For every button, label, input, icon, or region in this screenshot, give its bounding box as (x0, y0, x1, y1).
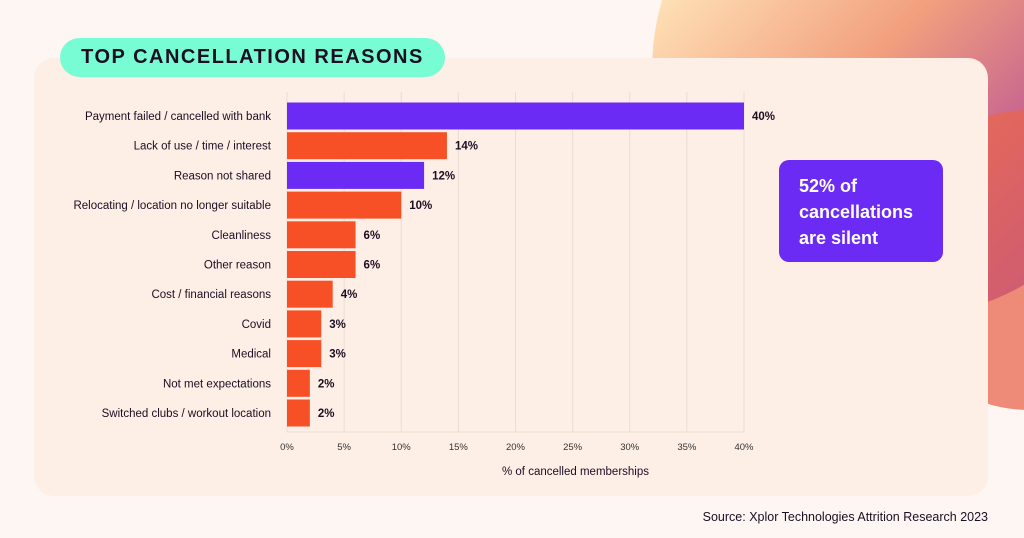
bar (287, 191, 402, 219)
data-label: 2% (318, 378, 335, 390)
data-label: 3% (329, 349, 346, 361)
data-label: 4% (341, 289, 358, 301)
x-tick-label: 15% (449, 442, 469, 453)
bar (287, 340, 322, 368)
callout-line: 52% of (799, 176, 858, 196)
bar (287, 310, 322, 338)
category-label: Other reason (204, 260, 271, 272)
bar (287, 102, 744, 130)
bar (287, 161, 425, 189)
x-axis-title: % of cancelled memberships (502, 466, 649, 478)
category-label: Payment failed / cancelled with bank (85, 111, 271, 123)
chart-card (34, 58, 988, 496)
category-label: Lack of use / time / interest (134, 141, 272, 153)
bar (287, 221, 356, 249)
source-note: Source: Xplor Technologies Attrition Res… (702, 510, 988, 524)
callout-box: 52% of cancellations are silent (779, 160, 943, 262)
data-label: 14% (455, 141, 478, 153)
chart-title: TOP CANCELLATION REASONS (60, 38, 445, 77)
category-label: Switched clubs / workout location (102, 408, 271, 420)
bar (287, 132, 447, 160)
bar (287, 280, 333, 308)
category-label: Covid (242, 319, 271, 331)
data-label: 3% (329, 319, 346, 331)
category-label: Relocating / location no longer suitable (73, 200, 271, 212)
x-tick-label: 20% (506, 442, 526, 453)
x-tick-label: 10% (392, 442, 412, 453)
data-label: 40% (752, 111, 775, 123)
data-label: 6% (364, 260, 381, 272)
category-label: Not met expectations (163, 378, 271, 390)
bar (287, 251, 356, 278)
bar (287, 399, 310, 427)
x-tick-label: 5% (337, 442, 351, 453)
category-label: Medical (231, 349, 271, 361)
callout-line: cancellations (799, 202, 914, 222)
x-tick-label: 30% (620, 442, 640, 453)
x-tick-label: 35% (677, 442, 697, 453)
data-label: 6% (364, 230, 381, 242)
bar (287, 369, 310, 397)
category-label: Cost / financial reasons (151, 289, 271, 301)
data-label: 2% (318, 408, 335, 420)
data-label: 12% (432, 170, 455, 182)
x-tick-label: 25% (563, 442, 583, 453)
callout-line: are silent (799, 228, 879, 248)
data-label: 10% (409, 200, 432, 212)
category-label: Reason not shared (174, 170, 271, 182)
x-tick-label: 40% (734, 442, 754, 453)
category-label: Cleanliness (212, 230, 272, 242)
x-tick-label: 0% (280, 442, 294, 453)
